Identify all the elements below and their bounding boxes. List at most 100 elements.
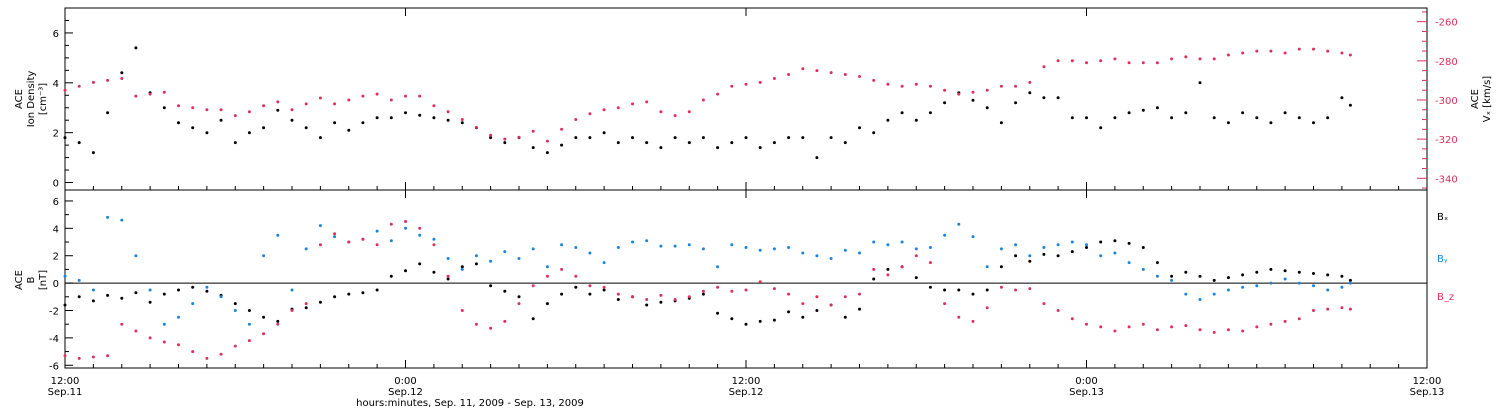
point-bx: [63, 303, 67, 307]
point-by: [1340, 285, 1344, 289]
point-bx: [361, 291, 365, 295]
point-by: [545, 265, 549, 269]
point-vx: [602, 108, 606, 112]
bottom-left-axis-label-line1: ACE: [14, 270, 25, 290]
point-vx: [1297, 47, 1301, 51]
point-by: [1255, 284, 1259, 288]
point-density: [91, 151, 95, 155]
point-density: [914, 118, 918, 122]
point-bx: [233, 302, 237, 306]
point-vx: [389, 98, 393, 102]
point-bx: [77, 295, 81, 299]
bottom-ytick-label: -2: [49, 306, 59, 317]
point-density: [1340, 96, 1344, 100]
point-by: [219, 295, 223, 299]
point-by: [985, 265, 989, 269]
top-right-ytick-label: -260: [1435, 18, 1458, 29]
point-bz: [730, 289, 734, 293]
point-vx: [63, 88, 67, 92]
point-density: [531, 146, 535, 150]
point-bz: [333, 232, 337, 236]
point-bz: [616, 292, 620, 296]
point-density: [290, 118, 294, 122]
point-bz: [517, 302, 521, 306]
point-bz: [531, 284, 535, 288]
point-bx: [560, 292, 564, 296]
top-left-ytick-label: 6: [53, 29, 59, 40]
point-bx: [177, 288, 180, 292]
bottom-ytick-label: 0: [53, 279, 59, 290]
point-vx: [631, 102, 634, 106]
point-by: [1312, 284, 1315, 288]
point-vx: [134, 94, 138, 98]
point-bx: [1099, 240, 1103, 244]
point-vx: [801, 67, 805, 71]
point-vx: [1348, 53, 1352, 57]
point-density: [503, 141, 507, 145]
point-by: [701, 247, 705, 251]
point-by: [971, 235, 975, 239]
point-vx: [1340, 51, 1344, 55]
point-density: [971, 98, 975, 102]
point-density: [1269, 121, 1273, 125]
point-vx: [432, 104, 436, 108]
point-density: [1042, 96, 1046, 100]
point-bx: [106, 293, 110, 297]
point-bz: [1042, 302, 1046, 306]
point-bx: [1028, 259, 1032, 263]
top-left-axis-label-line2: Ion Density: [26, 71, 37, 128]
point-bz: [701, 289, 705, 293]
point-by: [1070, 240, 1074, 244]
point-density: [900, 111, 904, 115]
top-left-ytick-label: 2: [53, 129, 59, 140]
point-by: [318, 224, 322, 228]
points-layer: [63, 46, 1352, 360]
bottom-panel-frame: [64, 189, 1428, 369]
point-bx: [162, 292, 166, 296]
point-bx: [730, 317, 734, 321]
series-density: [63, 46, 1352, 160]
point-density: [716, 146, 720, 150]
point-vx: [971, 90, 975, 94]
point-bx: [616, 298, 620, 301]
bottom-ytick-label: -6: [49, 361, 59, 372]
point-bz: [77, 356, 81, 360]
point-vx: [673, 114, 677, 118]
point-bz: [872, 267, 876, 271]
point-by: [1212, 292, 1216, 296]
point-bx: [843, 315, 847, 319]
point-density: [1070, 116, 1074, 120]
x-tick-time-label: 12:00: [1413, 376, 1442, 387]
point-bx: [716, 311, 720, 315]
point-by: [404, 226, 407, 230]
point-vx: [1226, 53, 1230, 57]
point-bz: [787, 292, 791, 296]
point-density: [858, 126, 861, 130]
point-vx: [489, 133, 493, 137]
point-bx: [1269, 267, 1273, 271]
point-bz: [1297, 317, 1301, 321]
point-bz: [1241, 329, 1245, 333]
point-bz: [106, 354, 110, 358]
top-right-axis-label-line2: Vₓ [km/s]: [1482, 76, 1493, 122]
point-by: [77, 278, 81, 282]
point-bz: [815, 295, 819, 299]
point-density: [205, 131, 209, 135]
point-density: [177, 121, 180, 125]
point-vx: [716, 92, 720, 96]
point-by: [1226, 288, 1230, 292]
point-vx: [375, 92, 379, 96]
point-bx: [574, 285, 578, 289]
point-bx: [404, 269, 407, 273]
point-vx: [1056, 59, 1060, 63]
bottom-ytick-label: -4: [49, 334, 59, 345]
point-by: [333, 235, 337, 239]
x-tick-date-label: Sep.12: [729, 387, 764, 398]
point-vx: [560, 127, 564, 131]
point-vx: [517, 135, 521, 139]
point-density: [106, 111, 110, 115]
point-vx: [1070, 59, 1074, 63]
point-bx: [1198, 274, 1202, 278]
point-bz: [304, 302, 308, 306]
